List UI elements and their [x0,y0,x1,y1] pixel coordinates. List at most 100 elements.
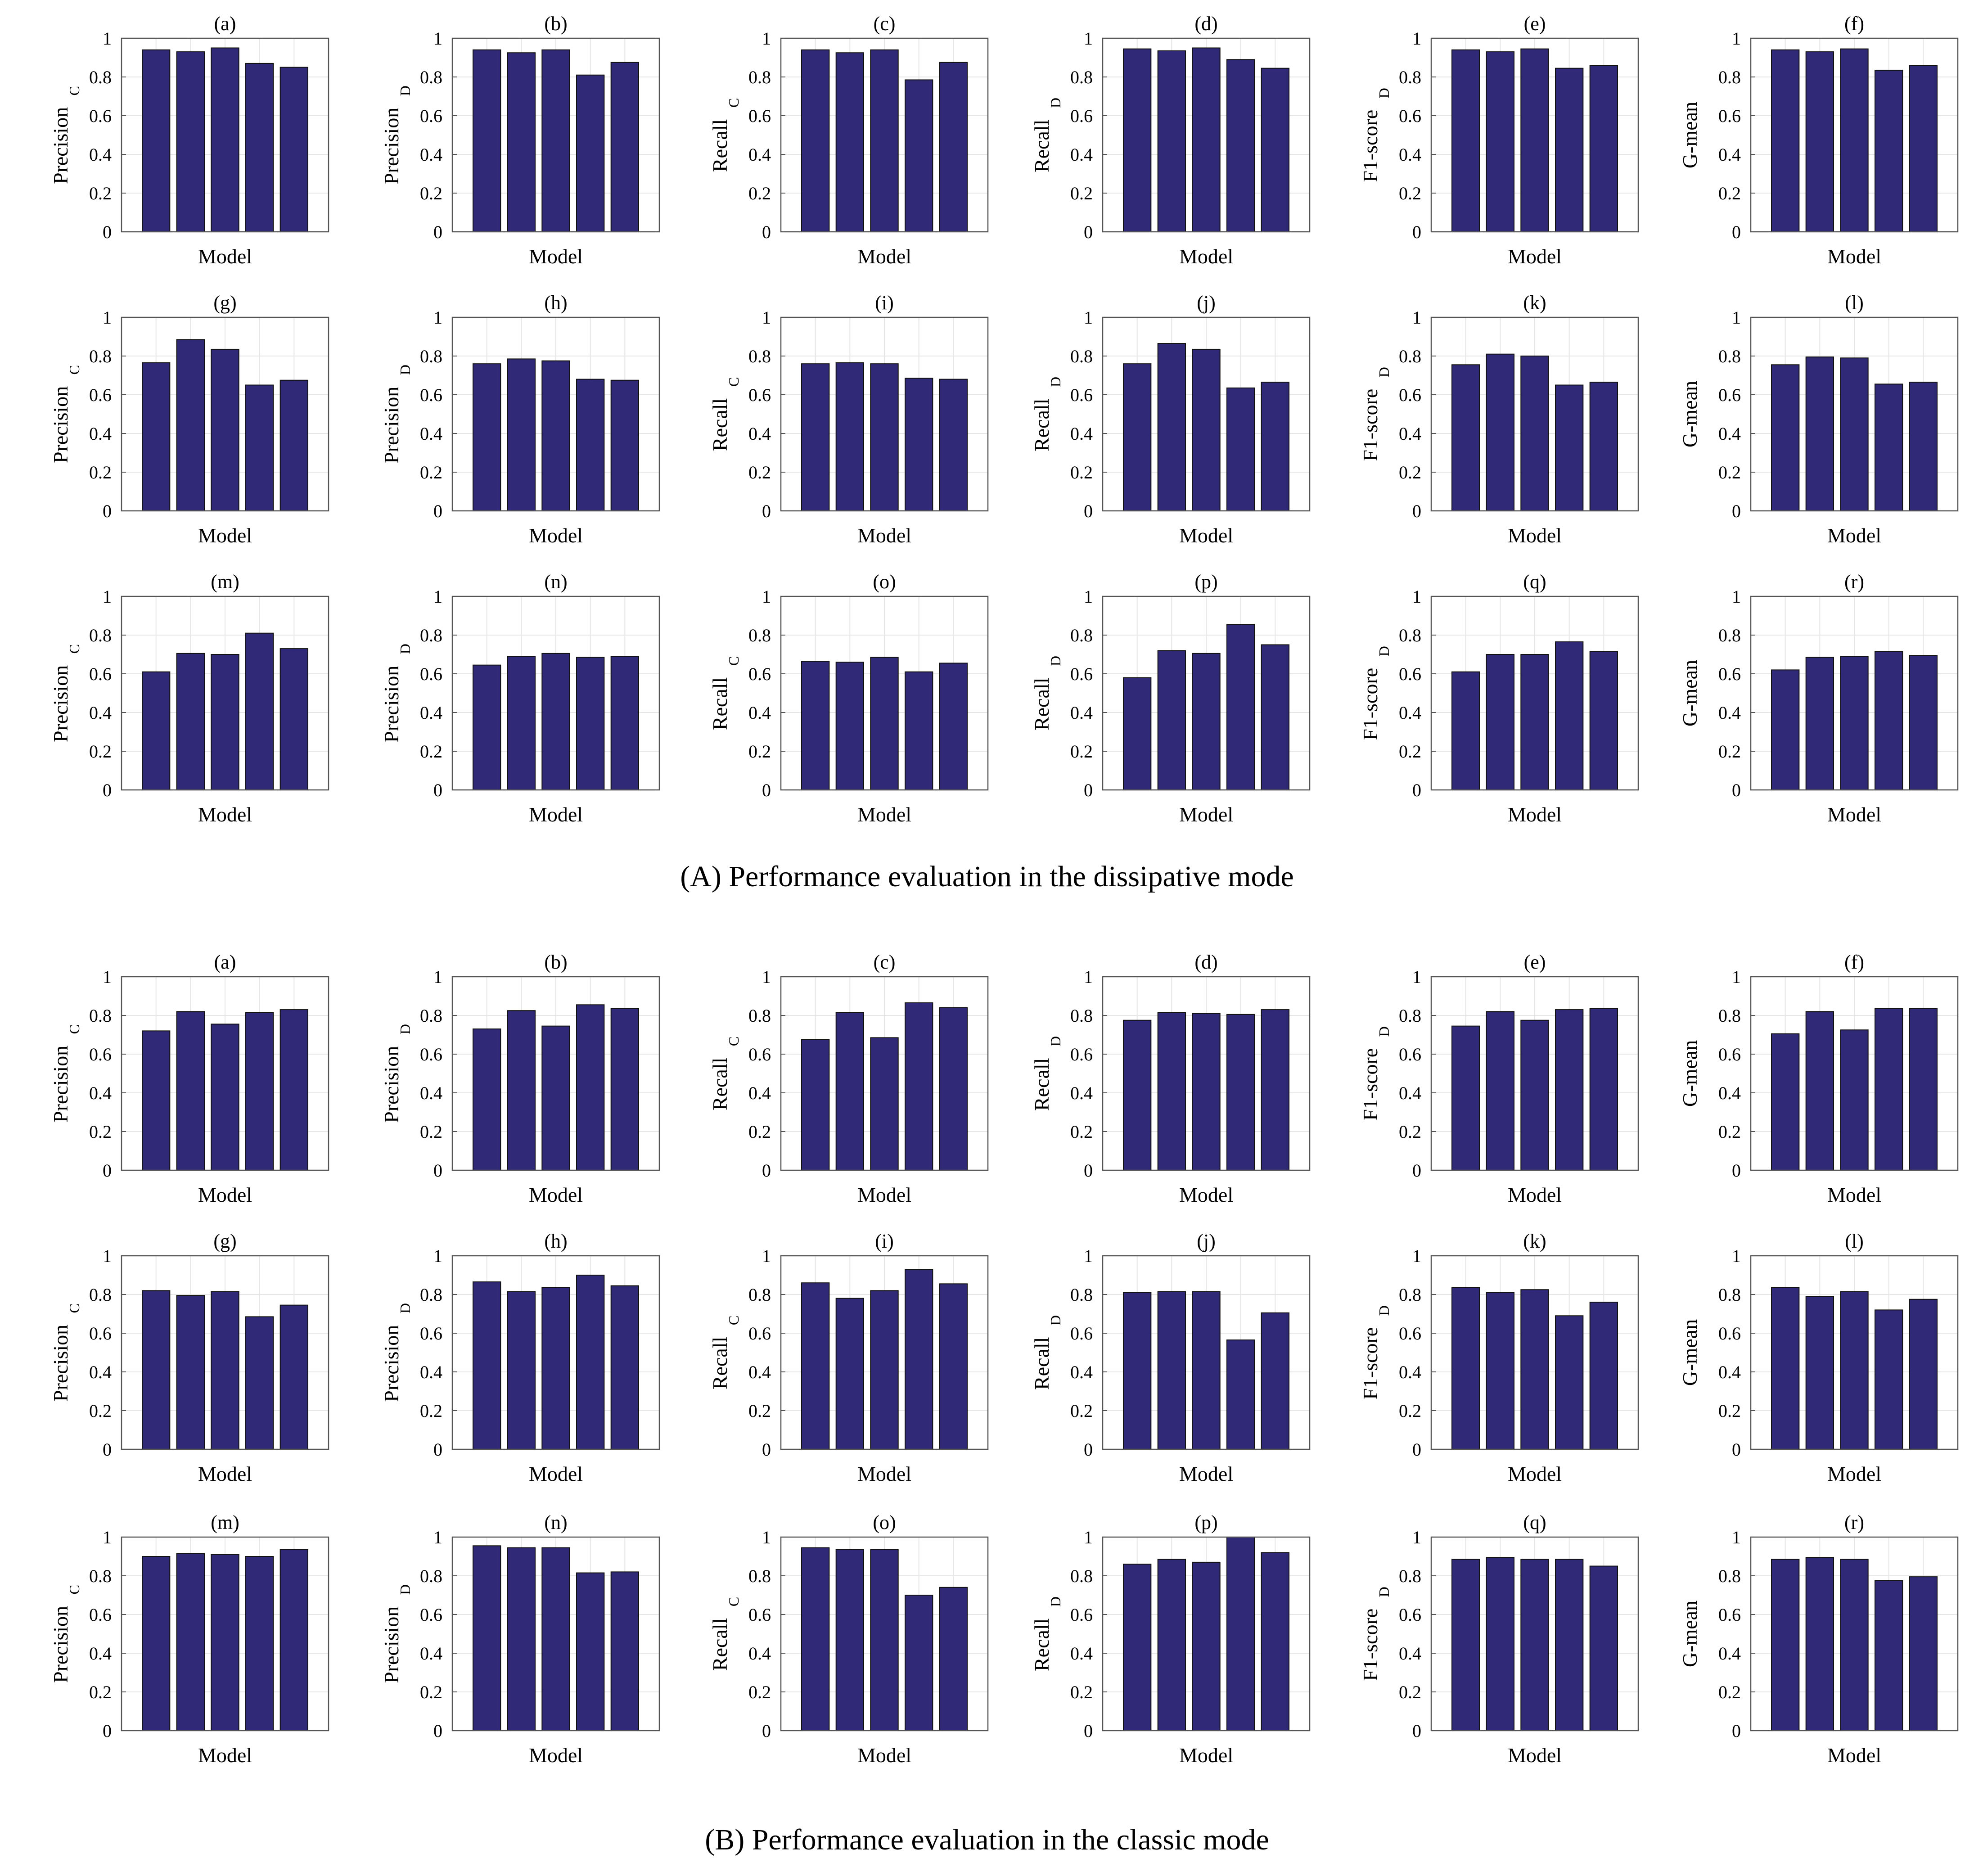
y-tick-label: 0.2 [1070,1122,1093,1142]
bar [1909,655,1938,791]
y-tick-label: 0.8 [420,625,442,645]
bar [176,339,205,511]
bar [1451,49,1480,233]
bar [507,1547,536,1731]
y-tick-label: 0.8 [748,625,771,645]
y-tick-label: 1 [762,1527,771,1547]
axes-box [121,37,329,233]
y-axis-label: G-mean [1678,1319,1701,1386]
bar [245,632,274,790]
x-axis-label: Model [1179,1183,1233,1206]
bar [939,1007,968,1171]
bar [1192,653,1221,790]
y-axis-label-space [1359,377,1382,383]
axes-box [780,37,989,233]
bar [1226,624,1255,790]
panel-a-e: 0 0.2 0.4 0.6 0.8 1 (e) Model F1-score D [1359,13,1639,268]
y-axis-label-main: G-mean [1678,1601,1701,1667]
axes-box [1102,316,1311,512]
bar [610,379,639,511]
y-axis-label-subscript: C [726,1037,742,1046]
panel-a-l: 0 0.2 0.4 0.6 0.8 1 (l) Model G-mean [1678,292,1959,547]
y-tick-label: 0.6 [1399,106,1421,126]
y-tick-label: 0.2 [420,741,442,762]
bar [1805,1296,1834,1450]
y-axis-label-main: Precision [380,108,403,185]
y-tick-label: 0.6 [748,106,771,126]
y-axis-label-main: Recall [1030,1337,1053,1390]
y-axis-label: Recall D [1030,1036,1064,1111]
y-tick-label: 0.6 [1718,106,1741,126]
y-tick-label: 0.8 [1718,67,1741,87]
y-tick-label: 0 [1084,501,1093,521]
bar [279,1549,309,1731]
y-tick-label: 1 [1412,307,1421,328]
y-tick-label: 1 [103,307,112,328]
y-tick-label: 0.6 [89,1323,112,1344]
y-tick-label: 0.4 [1070,424,1093,444]
y-axis-label-space [380,1595,403,1600]
y-tick-label: 0.2 [748,1401,771,1421]
bar [1261,1312,1290,1450]
bar [279,1304,309,1450]
y-axis-label-main: Recall [708,398,731,451]
y-tick-label: 0.4 [420,424,442,444]
y-axis-label-subscript: C [66,1024,82,1034]
bar [576,1275,605,1450]
x-axis-label: Model [857,524,911,547]
y-axis-label-subscript: D [1047,1036,1064,1046]
y-axis-label: Precision D [380,1024,413,1123]
axes-box [1430,37,1639,233]
bar [1840,1291,1869,1450]
y-tick-label: 1 [433,967,442,987]
y-tick-label: 1 [1084,1527,1093,1547]
y-tick-label: 0 [433,1721,442,1741]
y-tick-label: 1 [1412,1246,1421,1266]
bar [610,656,639,791]
y-tick-label: 0.8 [748,67,771,87]
axes-box [1750,976,1959,1171]
y-tick-label: 0.6 [1718,1044,1741,1064]
y-tick-label: 0 [1084,1160,1093,1181]
y-tick-label: 1 [103,967,112,987]
bar [1486,1292,1515,1450]
y-axis-label: Recall C [708,98,742,172]
y-tick-label: 0.6 [89,664,112,684]
panel-b-p: 0 0.2 0.4 0.6 0.8 1 (p) Model Recall D [1030,1511,1311,1767]
y-tick-label: 0.8 [1070,67,1093,87]
x-axis-label: Model [198,245,252,268]
bar [1486,654,1515,790]
y-tick-label: 0.8 [1718,1566,1741,1586]
y-tick-label: 0 [1412,1439,1421,1460]
y-tick-label: 0.4 [1070,703,1093,723]
y-axis-label-main: Precision [380,387,403,464]
y-tick-label: 0.6 [420,106,442,126]
y-tick-label: 1 [762,967,771,987]
y-tick-label: 0 [1732,1160,1741,1181]
y-tick-label: 1 [103,1527,112,1547]
panel-b-k: 0 0.2 0.4 0.6 0.8 1 (k) Model F1-score D [1359,1230,1639,1485]
y-tick-label: 0.2 [1399,1401,1421,1421]
y-tick-label: 0.4 [1070,1643,1093,1664]
bar [1520,356,1549,511]
bar [1909,1008,1938,1171]
y-tick-label: 0.2 [89,183,112,203]
y-axis-label-space [1030,1046,1053,1052]
y-tick-label: 0.6 [1070,664,1093,684]
y-axis-label: Recall D [1030,377,1064,451]
panel-a-a: 0 0.2 0.4 0.6 0.8 1 (a) Model Precision C [49,13,329,268]
bar [835,662,864,790]
bar [1192,1013,1221,1171]
y-tick-label: 0.6 [1070,1323,1093,1344]
panel-title: (h) [544,292,567,314]
panel-a-j: 0 0.2 0.4 0.6 0.8 1 (j) Model Recall D [1030,292,1311,547]
y-tick-label: 1 [762,307,771,328]
y-axis-label-subscript: D [1376,367,1392,377]
y-tick-label: 0.2 [748,183,771,203]
bar [870,657,899,790]
y-tick-label: 1 [433,1246,442,1266]
y-tick-label: 0.6 [1070,1605,1093,1625]
x-axis-label: Model [857,1183,911,1206]
y-tick-label: 0 [762,780,771,800]
x-axis-label: Model [1827,803,1881,826]
